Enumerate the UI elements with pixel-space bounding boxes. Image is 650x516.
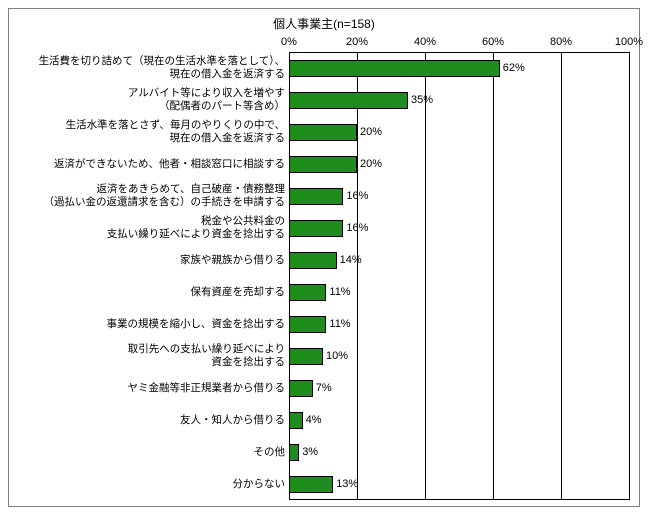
bar: 14% (289, 252, 337, 269)
bar-value-label: 20% (360, 158, 382, 170)
bar-row: アルバイト等により収入を増やす（配偶者のパート等含め）35% (9, 84, 639, 116)
bar-value-label: 7% (316, 382, 332, 394)
bar-value-label: 13% (336, 478, 358, 490)
bar-cell: 4% (289, 404, 629, 436)
bar-cell: 7% (289, 372, 629, 404)
bar-value-label: 11% (329, 318, 350, 330)
category-label: その他 (9, 446, 289, 459)
bar-row: 生活費を切り詰めて（現在の生活水準を落として）、現在の借入金を返済する62% (9, 52, 639, 84)
category-label: 税金や公共料金の支払い繰り延べにより資金を捻出する (9, 215, 289, 240)
bar-row: 友人・知人から借りる4% (9, 404, 639, 436)
bar-row: 税金や公共料金の支払い繰り延べにより資金を捻出する16% (9, 212, 639, 244)
bar-value-label: 10% (326, 350, 348, 362)
bar-row: ヤミ金融等非正規業者から借りる7% (9, 372, 639, 404)
bar: 11% (289, 316, 326, 333)
x-tick-label: 100% (615, 36, 643, 48)
bar-cell: 10% (289, 340, 629, 372)
chart-container: 個人事業主(n=158) 0% 20% 40% 60% 80% 100% 生活費を切り詰め… (8, 8, 640, 507)
bar: 20% (289, 156, 357, 173)
bar: 4% (289, 412, 303, 429)
bar-cell: 62% (289, 52, 629, 84)
category-label: 取引先への支払い繰り延べにより資金を捻出する (9, 343, 289, 368)
category-label: 友人・知人から借りる (9, 414, 289, 427)
bar-value-label: 62% (503, 62, 525, 74)
category-label: 返済をあきらめて、自己破産・債務整理（過払い金の返還請求を含む）の手続きを申請す… (9, 183, 289, 208)
category-label: 生活水準を落とさず、毎月のやりくりの中で、現在の借入金を返済する (9, 119, 289, 144)
category-label: アルバイト等により収入を増やす（配偶者のパート等含め） (9, 87, 289, 112)
bar-cell: 11% (289, 276, 629, 308)
bar: 35% (289, 92, 408, 109)
bar: 20% (289, 124, 357, 141)
category-label: ヤミ金融等非正規業者から借りる (9, 382, 289, 395)
bar-value-label: 20% (360, 126, 382, 138)
x-tick-label: 80% (550, 36, 572, 48)
category-label: 家族や親族から借りる (9, 254, 289, 267)
bar-row: 家族や親族から借りる14% (9, 244, 639, 276)
bar-cell: 13% (289, 468, 629, 500)
bar-row: その他3% (9, 436, 639, 468)
bar-cell: 11% (289, 308, 629, 340)
bar-cell: 16% (289, 212, 629, 244)
category-label: 保有資産を売却する (9, 286, 289, 299)
bar-value-label: 14% (340, 254, 362, 266)
bar-value-label: 4% (306, 414, 322, 426)
bar-row: 分からない13% (9, 468, 639, 500)
bar-cell: 20% (289, 148, 629, 180)
bar-value-label: 3% (302, 446, 318, 458)
bar-cell: 3% (289, 436, 629, 468)
x-tick-label: 20% (346, 36, 368, 48)
x-tick-label: 40% (414, 36, 436, 48)
bar-value-label: 35% (411, 94, 433, 106)
bar-row: 返済ができないため、他者・相談窓口に相談する20% (9, 148, 639, 180)
bar-cell: 16% (289, 180, 629, 212)
category-label: 分からない (9, 478, 289, 491)
bar-value-label: 16% (346, 190, 368, 202)
bar: 11% (289, 284, 326, 301)
plot-outer: 0%20%40%60%80%100% 生活費を切り詰めて（現在の生活水準を落とし… (9, 36, 639, 506)
bar-cell: 14% (289, 244, 629, 276)
bar: 16% (289, 220, 343, 237)
bar-value-label: 16% (346, 222, 368, 234)
bar-row: 返済をあきらめて、自己破産・債務整理（過払い金の返還請求を含む）の手続きを申請す… (9, 180, 639, 212)
bar-value-label: 11% (329, 286, 350, 298)
bar: 7% (289, 380, 313, 397)
bar-row: 生活水準を落とさず、毎月のやりくりの中で、現在の借入金を返済する20% (9, 116, 639, 148)
category-label: 生活費を切り詰めて（現在の生活水準を落として）、現在の借入金を返済する (9, 55, 289, 80)
chart-title: 個人事業主(n=158) (9, 9, 639, 36)
category-label: 事業の規模を縮小し、資金を捻出する (9, 318, 289, 331)
bar: 10% (289, 348, 323, 365)
plot-area: 生活費を切り詰めて（現在の生活水準を落として）、現在の借入金を返済する62%アル… (9, 52, 639, 500)
category-label: 返済ができないため、他者・相談窓口に相談する (9, 158, 289, 171)
bar-row: 取引先への支払い繰り延べにより資金を捻出する10% (9, 340, 639, 372)
bar: 3% (289, 444, 299, 461)
bar: 62% (289, 60, 500, 77)
x-axis: 0%20%40%60%80%100% (9, 36, 639, 52)
bar-row: 事業の規模を縮小し、資金を捻出する11% (9, 308, 639, 340)
x-tick-label: 60% (482, 36, 504, 48)
bar: 13% (289, 476, 333, 493)
x-tick-label: 0% (281, 36, 297, 48)
bar-cell: 35% (289, 84, 629, 116)
bar: 16% (289, 188, 343, 205)
bar-row: 保有資産を売却する11% (9, 276, 639, 308)
bar-cell: 20% (289, 116, 629, 148)
